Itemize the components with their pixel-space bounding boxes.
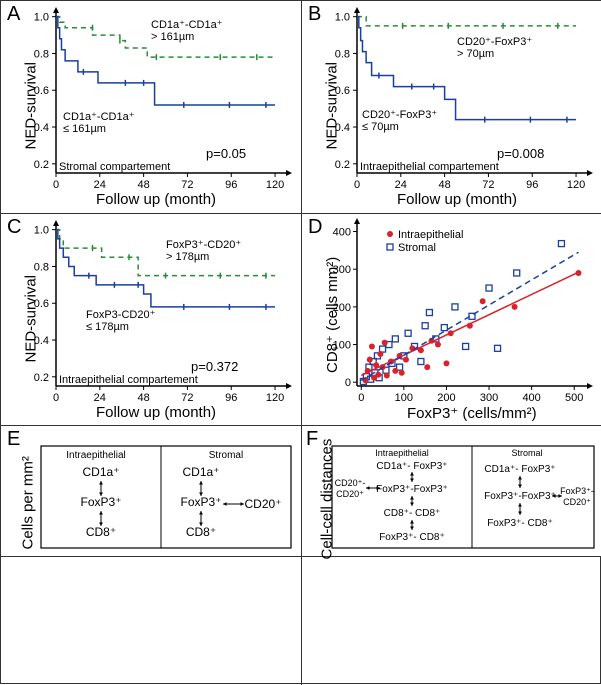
svg-text:Intraepithelial: Intraepithelial — [398, 229, 463, 241]
svg-text:0.4: 0.4 — [335, 122, 350, 134]
svg-text:300: 300 — [333, 264, 351, 276]
svg-text:Intraepithelial: Intraepithelial — [66, 450, 125, 461]
panel-b-pvalue: p=0.008 — [497, 146, 544, 161]
svg-text:FoxP3⁺-FoxP3⁺: FoxP3⁺-FoxP3⁺ — [376, 484, 448, 495]
svg-text:48: 48 — [137, 179, 149, 191]
svg-text:200: 200 — [333, 302, 351, 314]
svg-text:1.0: 1.0 — [34, 12, 49, 24]
svg-text:96: 96 — [526, 179, 538, 191]
svg-text:0.2: 0.2 — [34, 159, 49, 171]
svg-text:400: 400 — [522, 392, 540, 404]
svg-text:CD8⁺: CD8⁺ — [86, 525, 116, 539]
svg-text:FoxP3⁺-: FoxP3⁺- — [560, 486, 594, 496]
svg-text:24: 24 — [94, 179, 106, 191]
svg-text:0: 0 — [354, 179, 360, 191]
svg-text:72: 72 — [482, 179, 494, 191]
panel-c-upper-text: FoxP3⁺-CD20⁺> 178µm — [166, 239, 241, 263]
svg-text:Stromal: Stromal — [209, 450, 243, 461]
svg-text:96: 96 — [225, 392, 237, 404]
panel-c-lower-text: FoxP3-CD20⁺≤ 178µm — [86, 309, 155, 333]
svg-text:300: 300 — [480, 392, 498, 404]
panel-e: E Cells per mm² IntraepithelialStromalCD… — [1, 426, 301, 556]
panel-b-compartment: Intraepithelial compartement — [360, 161, 499, 173]
svg-text:500: 500 — [565, 392, 583, 404]
svg-text:120: 120 — [567, 179, 585, 191]
divider-h3 — [1, 556, 601, 557]
svg-text:200: 200 — [437, 392, 455, 404]
svg-text:1.0: 1.0 — [335, 12, 350, 24]
panel-a-pvalue: p=0.05 — [206, 146, 246, 161]
svg-text:FoxP3⁺: FoxP3⁺ — [180, 495, 221, 509]
svg-text:0.6: 0.6 — [34, 298, 49, 310]
svg-text:Stromal: Stromal — [398, 242, 436, 254]
svg-text:0: 0 — [345, 377, 351, 389]
svg-text:0: 0 — [358, 392, 364, 404]
svg-text:120: 120 — [266, 179, 284, 191]
svg-text:CD1a⁺- FoxP3⁺: CD1a⁺- FoxP3⁺ — [376, 461, 447, 472]
svg-text:0.2: 0.2 — [335, 159, 350, 171]
svg-text:400: 400 — [333, 227, 351, 239]
svg-text:FoxP3⁺- CD8⁺: FoxP3⁺- CD8⁺ — [379, 532, 445, 543]
svg-text:100: 100 — [333, 340, 351, 352]
svg-text:72: 72 — [181, 392, 193, 404]
panel-a-compartment: Stromal compartement — [59, 161, 170, 173]
panel-d: D CD8⁺ (cells mm²) FoxP3⁺ (cells/mm²) 01… — [302, 214, 601, 425]
svg-text:0.4: 0.4 — [34, 335, 49, 347]
panel-a: A NED-survival Follow up (month) 0244872… — [1, 1, 301, 213]
svg-text:0: 0 — [53, 179, 59, 191]
svg-text:0.6: 0.6 — [335, 85, 350, 97]
svg-text:CD1a⁺: CD1a⁺ — [182, 465, 219, 479]
svg-text:FoxP3⁺-FoxP3⁺: FoxP3⁺-FoxP3⁺ — [484, 491, 556, 502]
panel-b-svg: 0 24 48 72 96 120 0.2 0.4 0.6 0.8 1.0 — [302, 1, 601, 213]
figure-root: A NED-survival Follow up (month) 0244872… — [0, 0, 601, 684]
svg-text:48: 48 — [438, 179, 450, 191]
panel-c-compartment: Intraepithelial compartement — [59, 374, 198, 386]
svg-text:CD20⁺-: CD20⁺- — [335, 478, 366, 488]
svg-text:CD8⁺- CD8⁺: CD8⁺- CD8⁺ — [384, 508, 441, 519]
svg-text:FoxP3⁺- CD8⁺: FoxP3⁺- CD8⁺ — [487, 518, 553, 529]
svg-text:0.4: 0.4 — [34, 122, 49, 134]
svg-text:0: 0 — [53, 392, 59, 404]
svg-text:CD20⁺: CD20⁺ — [563, 497, 591, 507]
svg-text:48: 48 — [137, 392, 149, 404]
svg-text:1.0: 1.0 — [34, 225, 49, 237]
svg-text:0.6: 0.6 — [34, 85, 49, 97]
svg-text:Stromal: Stromal — [511, 448, 542, 458]
svg-text:72: 72 — [181, 179, 193, 191]
svg-text:CD1a⁺- FoxP3⁺: CD1a⁺- FoxP3⁺ — [484, 464, 555, 475]
svg-text:CD20⁺: CD20⁺ — [244, 497, 281, 511]
svg-text:CD20⁺: CD20⁺ — [336, 489, 364, 499]
panel-b-lower-text: CD20⁺-FoxP3⁺≤ 70µm — [362, 109, 437, 133]
svg-text:0.8: 0.8 — [34, 48, 49, 60]
panel-a-upper-text: CD1a⁺-CD1a⁺> 161µm — [151, 19, 223, 43]
svg-text:96: 96 — [225, 179, 237, 191]
svg-text:0.8: 0.8 — [335, 48, 350, 60]
panel-c: C NED-survival Follow up (month) 0244872… — [1, 214, 301, 425]
panel-e-svg: Intraepithelial Stromal CD1a⁺ FoxP3⁺ CD8⁺ CD1… — [1, 426, 301, 556]
panel-b: B NED-survival Follow up (month) 0244872… — [302, 1, 601, 213]
svg-text:0.2: 0.2 — [34, 372, 49, 384]
panel-c-pvalue: p=0.372 — [191, 359, 238, 374]
svg-text:24: 24 — [395, 179, 407, 191]
panel-b-upper-text: CD20⁺-FoxP3⁺> 70µm — [457, 36, 532, 60]
svg-text:24: 24 — [94, 392, 106, 404]
panel-d-svg: 0 100 200 300 400 500 0 100 200 300 400 Intraepithe… — [302, 214, 601, 426]
panel-a-lower-text: CD1a⁺-CD1a⁺≤ 161µm — [63, 111, 135, 135]
svg-text:CD8⁺: CD8⁺ — [186, 525, 216, 539]
svg-text:FoxP3⁺: FoxP3⁺ — [80, 495, 121, 509]
svg-text:Intraepithelial: Intraepithelial — [375, 448, 429, 458]
svg-text:120: 120 — [266, 392, 284, 404]
panel-f-svg: Intraepithelial Stromal CD1a⁺- FoxP3⁺ FoxP3… — [302, 426, 601, 556]
svg-text:CD1a⁺: CD1a⁺ — [82, 465, 119, 479]
svg-text:0.8: 0.8 — [34, 261, 49, 273]
svg-text:100: 100 — [395, 392, 413, 404]
panel-f: F Cell-cell distances IntraepithelialStr… — [302, 426, 601, 556]
